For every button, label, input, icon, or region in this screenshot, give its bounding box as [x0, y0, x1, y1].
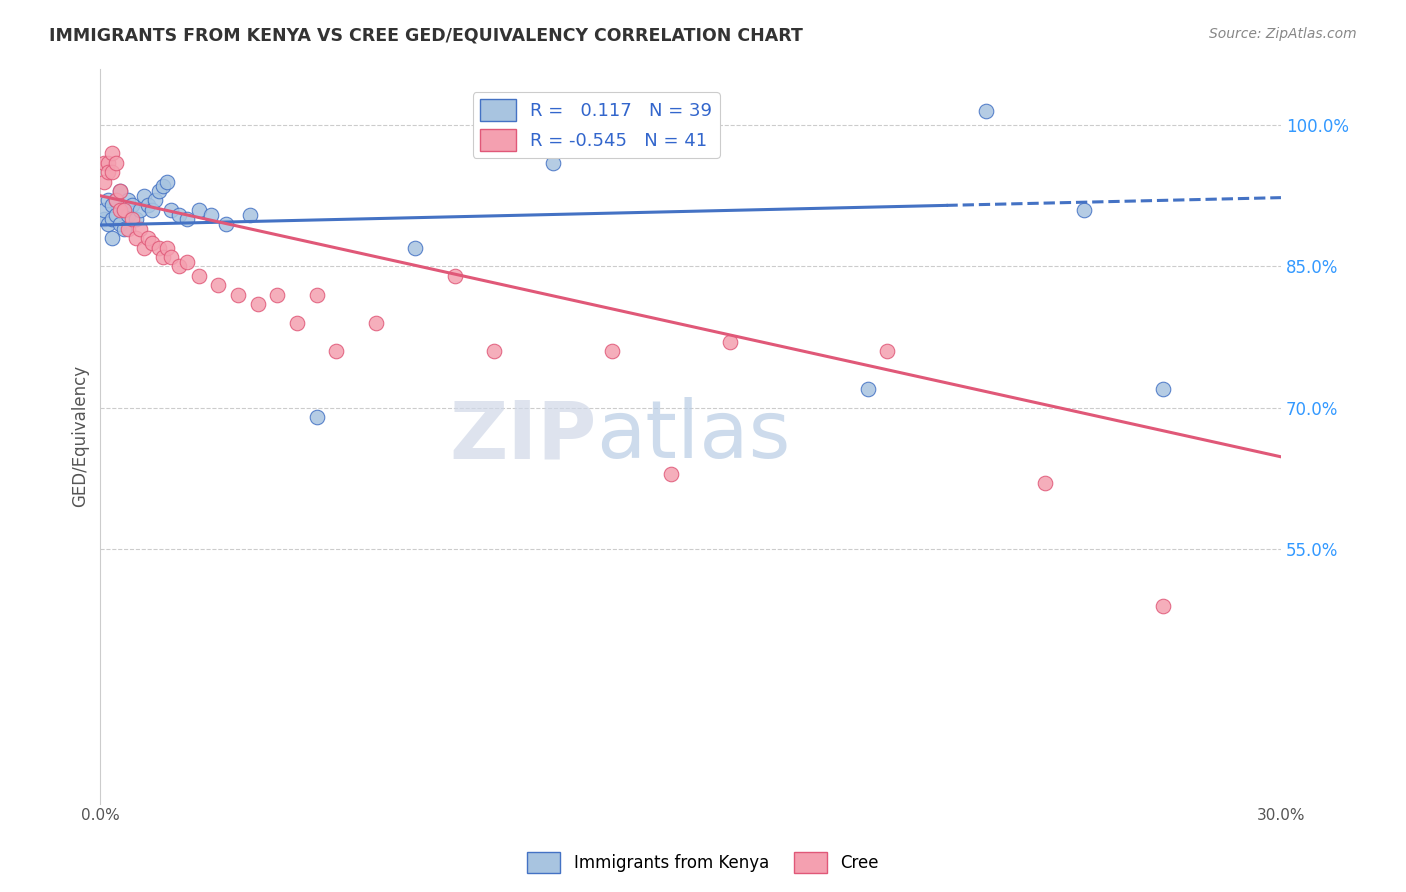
- Point: [226, 287, 249, 301]
- Point: [718, 334, 741, 349]
- Point: [215, 217, 238, 231]
- Point: [105, 194, 128, 208]
- Point: [108, 217, 131, 231]
- Point: [101, 146, 124, 161]
- Point: [974, 103, 997, 118]
- Point: [246, 297, 269, 311]
- Point: [200, 208, 222, 222]
- Point: [148, 184, 170, 198]
- Point: [156, 241, 179, 255]
- Point: [136, 198, 159, 212]
- Point: [305, 410, 328, 425]
- Point: [156, 175, 179, 189]
- Point: [141, 202, 163, 217]
- Point: [125, 231, 148, 245]
- Point: [132, 241, 155, 255]
- Point: [101, 165, 124, 179]
- Point: [364, 316, 387, 330]
- Y-axis label: GED/Equivalency: GED/Equivalency: [72, 365, 89, 508]
- Point: [856, 382, 879, 396]
- Point: [93, 202, 115, 217]
- Point: [121, 198, 143, 212]
- Point: [305, 287, 328, 301]
- Point: [112, 202, 135, 217]
- Point: [141, 235, 163, 250]
- Text: IMMIGRANTS FROM KENYA VS CREE GED/EQUIVALENCY CORRELATION CHART: IMMIGRANTS FROM KENYA VS CREE GED/EQUIVA…: [49, 27, 803, 45]
- Point: [160, 250, 183, 264]
- Point: [105, 208, 128, 222]
- Point: [266, 287, 288, 301]
- Point: [108, 184, 131, 198]
- Point: [145, 194, 167, 208]
- Point: [167, 208, 190, 222]
- Point: [482, 344, 505, 359]
- Legend: Immigrants from Kenya, Cree: Immigrants from Kenya, Cree: [520, 846, 886, 880]
- Point: [876, 344, 898, 359]
- Point: [600, 344, 623, 359]
- Point: [93, 155, 115, 169]
- Point: [108, 184, 131, 198]
- Point: [132, 188, 155, 202]
- Point: [148, 241, 170, 255]
- Point: [101, 212, 124, 227]
- Point: [101, 198, 124, 212]
- Point: [160, 202, 183, 217]
- Point: [128, 221, 150, 235]
- Point: [108, 202, 131, 217]
- Point: [207, 278, 229, 293]
- Point: [152, 250, 174, 264]
- Point: [1033, 476, 1056, 491]
- Point: [93, 175, 115, 189]
- Point: [176, 212, 198, 227]
- Point: [443, 268, 465, 283]
- Point: [105, 194, 128, 208]
- Point: [125, 212, 148, 227]
- Point: [187, 202, 209, 217]
- Point: [152, 179, 174, 194]
- Point: [1152, 382, 1174, 396]
- Point: [97, 155, 120, 169]
- Point: [136, 231, 159, 245]
- Point: [117, 194, 139, 208]
- Point: [239, 208, 262, 222]
- Text: atlas: atlas: [596, 397, 790, 475]
- Point: [97, 194, 120, 208]
- Point: [97, 165, 120, 179]
- Point: [187, 268, 209, 283]
- Point: [285, 316, 308, 330]
- Point: [117, 208, 139, 222]
- Text: ZIP: ZIP: [449, 397, 596, 475]
- Point: [128, 202, 150, 217]
- Text: Source: ZipAtlas.com: Source: ZipAtlas.com: [1209, 27, 1357, 41]
- Point: [541, 155, 564, 169]
- Point: [1073, 202, 1095, 217]
- Point: [105, 155, 128, 169]
- Point: [97, 217, 120, 231]
- Point: [93, 212, 115, 227]
- Point: [325, 344, 347, 359]
- Point: [101, 231, 124, 245]
- Point: [121, 212, 143, 227]
- Point: [176, 254, 198, 268]
- Point: [112, 202, 135, 217]
- Point: [167, 260, 190, 274]
- Point: [117, 221, 139, 235]
- Point: [404, 241, 426, 255]
- Point: [1152, 599, 1174, 613]
- Point: [659, 467, 682, 481]
- Legend: R =   0.117   N = 39, R = -0.545   N = 41: R = 0.117 N = 39, R = -0.545 N = 41: [472, 92, 720, 158]
- Point: [112, 221, 135, 235]
